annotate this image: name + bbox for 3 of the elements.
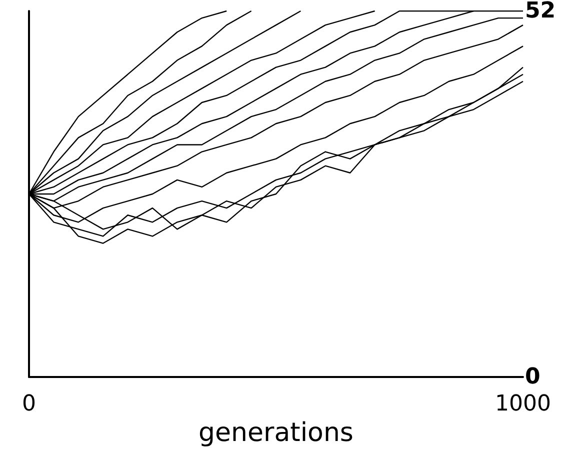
y-tick-label: 52 [525, 0, 556, 24]
x-axis-title: generations [198, 418, 354, 448]
x-tick-label: 1000 [495, 392, 551, 416]
